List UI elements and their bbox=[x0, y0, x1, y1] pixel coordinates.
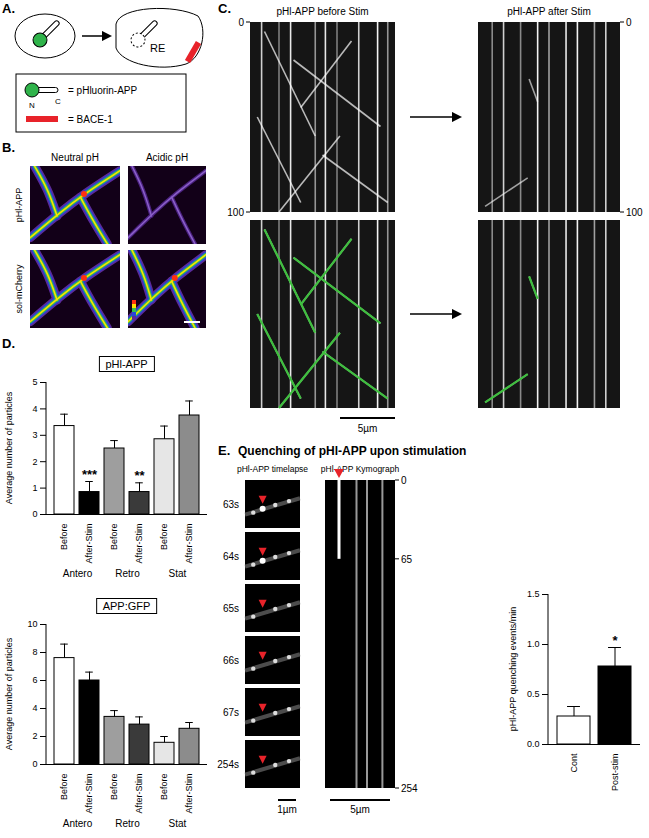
svg-text:RE: RE bbox=[150, 42, 165, 54]
svg-text:= pHluorin-APP: = pHluorin-APP bbox=[68, 85, 138, 96]
svg-text:Before: Before bbox=[109, 524, 119, 551]
svg-text:254s: 254s bbox=[217, 759, 239, 770]
svg-text:8: 8 bbox=[32, 647, 37, 657]
svg-text:1: 1 bbox=[32, 483, 37, 493]
svg-text:0: 0 bbox=[401, 475, 407, 486]
svg-text:100: 100 bbox=[227, 207, 244, 218]
svg-text:4: 4 bbox=[32, 703, 37, 713]
svg-text:Before: Before bbox=[59, 524, 69, 551]
svg-text:1.5: 1.5 bbox=[527, 589, 540, 599]
svg-text:Average number of particles: Average number of particles bbox=[4, 391, 14, 504]
svg-text:Retro: Retro bbox=[115, 818, 140, 829]
svg-text:B.: B. bbox=[2, 140, 15, 155]
svg-text:0.0: 0.0 bbox=[527, 739, 540, 749]
svg-text:100: 100 bbox=[626, 207, 643, 218]
svg-text:C: C bbox=[55, 97, 61, 106]
svg-text:5: 5 bbox=[32, 377, 37, 387]
svg-text:pHl-APP: pHl-APP bbox=[14, 188, 24, 223]
svg-text:0.5: 0.5 bbox=[527, 689, 540, 699]
svg-text:A.: A. bbox=[2, 1, 15, 16]
svg-text:65: 65 bbox=[401, 554, 413, 565]
svg-text:1.0: 1.0 bbox=[527, 639, 540, 649]
svg-text:pHl-APP quenching events/min: pHl-APP quenching events/min bbox=[508, 607, 518, 731]
svg-text:= BACE-1: = BACE-1 bbox=[68, 114, 113, 125]
svg-text:Stat: Stat bbox=[169, 818, 187, 829]
svg-text:67s: 67s bbox=[223, 707, 239, 718]
svg-text:6: 6 bbox=[32, 675, 37, 685]
svg-text:0: 0 bbox=[238, 17, 244, 28]
svg-text:5µm: 5µm bbox=[350, 804, 370, 815]
svg-text:***: *** bbox=[82, 467, 98, 482]
svg-text:After-Stim: After-Stim bbox=[134, 524, 144, 564]
svg-text:Post-stim: Post-stim bbox=[610, 754, 620, 792]
svg-text:Stat: Stat bbox=[169, 568, 187, 579]
svg-text:*: * bbox=[612, 633, 618, 648]
svg-text:**: ** bbox=[134, 468, 145, 483]
svg-text:Retro: Retro bbox=[115, 568, 140, 579]
svg-text:4: 4 bbox=[32, 404, 37, 414]
svg-text:1µm: 1µm bbox=[277, 804, 297, 815]
svg-text:Before: Before bbox=[159, 774, 169, 801]
svg-text:254: 254 bbox=[401, 783, 418, 794]
html-text:APP:GFP: APP:GFP bbox=[102, 600, 151, 612]
svg-text:Neutral pH: Neutral pH bbox=[51, 152, 99, 163]
svg-text:Quenching of pHl-APP upon stim: Quenching of pHl-APP upon stimulation bbox=[238, 444, 466, 458]
svg-text:65s: 65s bbox=[223, 603, 239, 614]
svg-text:pHl-APP before Stim: pHl-APP before Stim bbox=[276, 6, 368, 17]
svg-text:Average number of particles: Average number of particles bbox=[4, 637, 14, 750]
svg-text:sol-mCherry: sol-mCherry bbox=[14, 264, 24, 314]
svg-text:After-Stim: After-Stim bbox=[184, 774, 194, 814]
svg-text:64s: 64s bbox=[223, 551, 239, 562]
svg-text:0: 0 bbox=[32, 759, 37, 769]
svg-text:Acidic pH: Acidic pH bbox=[146, 152, 188, 163]
svg-text:10: 10 bbox=[27, 619, 37, 629]
svg-text:Before: Before bbox=[109, 774, 119, 801]
svg-text:E.: E. bbox=[218, 443, 230, 458]
svg-text:Before: Before bbox=[59, 774, 69, 801]
svg-text:66s: 66s bbox=[223, 655, 239, 666]
svg-text:After-Stim: After-Stim bbox=[84, 524, 94, 564]
svg-text:After-Stim: After-Stim bbox=[184, 524, 194, 564]
svg-text:63s: 63s bbox=[223, 499, 239, 510]
html-text:pHl-APP: pHl-APP bbox=[105, 358, 148, 370]
svg-text:3: 3 bbox=[32, 430, 37, 440]
svg-text:Before: Before bbox=[159, 524, 169, 551]
svg-text:Cont: Cont bbox=[569, 753, 579, 773]
svg-text:pHl-APP Kymograph: pHl-APP Kymograph bbox=[321, 464, 400, 474]
svg-text:0: 0 bbox=[626, 17, 632, 28]
svg-text:D.: D. bbox=[2, 336, 15, 351]
svg-text:2: 2 bbox=[32, 731, 37, 741]
svg-text:pHl-APP after Stim: pHl-APP after Stim bbox=[507, 6, 591, 17]
svg-text:Antero: Antero bbox=[63, 818, 93, 829]
svg-text:N: N bbox=[29, 101, 35, 110]
svg-text:After-Stim: After-Stim bbox=[84, 774, 94, 814]
svg-text:C.: C. bbox=[218, 1, 231, 16]
svg-text:0: 0 bbox=[32, 509, 37, 519]
svg-text:After-Stim: After-Stim bbox=[134, 774, 144, 814]
svg-text:Antero: Antero bbox=[63, 568, 93, 579]
svg-text:5µm: 5µm bbox=[358, 423, 378, 434]
svg-text:2: 2 bbox=[32, 457, 37, 467]
svg-text:pHl-APP timelapse: pHl-APP timelapse bbox=[237, 464, 308, 474]
